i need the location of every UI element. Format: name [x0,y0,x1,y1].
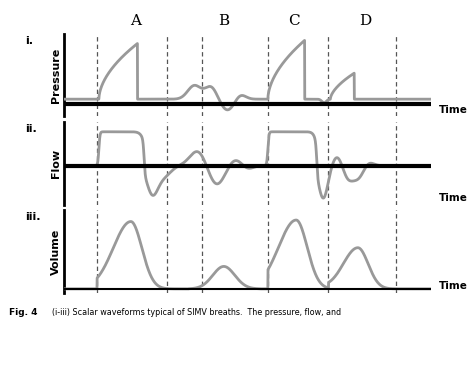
Text: Time: Time [439,105,467,115]
Text: ii.: ii. [26,124,37,134]
Text: D: D [359,14,371,28]
Y-axis label: Volume: Volume [51,228,61,275]
Text: Time: Time [439,281,467,291]
Text: B: B [218,14,229,28]
Text: A: A [130,14,141,28]
Text: C: C [288,14,300,28]
Text: i.: i. [26,36,34,46]
Y-axis label: Flow: Flow [51,149,61,178]
Text: iii.: iii. [26,212,41,222]
Text: Time: Time [439,193,467,203]
Text: Fig. 4: Fig. 4 [9,308,38,317]
Y-axis label: Pressure: Pressure [51,48,61,103]
Text: (i-iii) Scalar waveforms typical of SIMV breaths.  The pressure, flow, and: (i-iii) Scalar waveforms typical of SIMV… [52,308,341,317]
